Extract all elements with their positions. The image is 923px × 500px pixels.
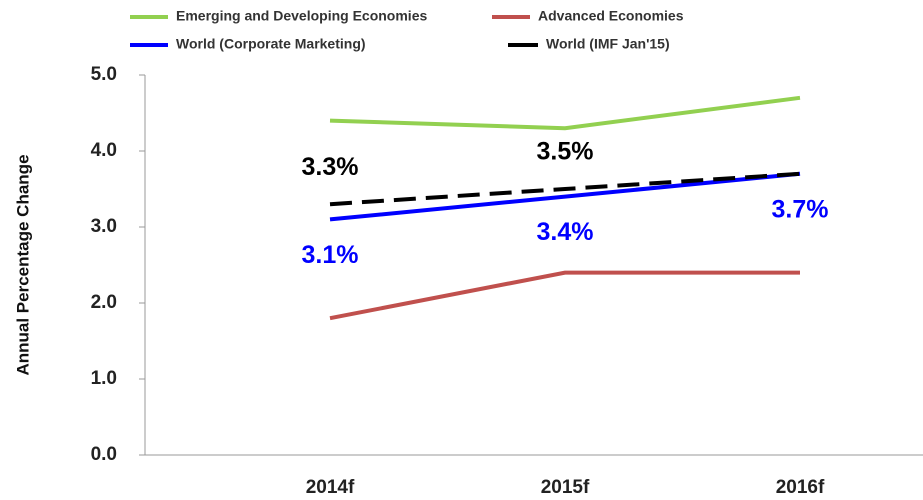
data-label: 3.7% [772, 195, 829, 223]
series-line [329, 171, 801, 222]
y-tick-label: 1.0 [91, 368, 117, 389]
y-axis-title: Annual Percentage Change [13, 154, 32, 375]
series-line [329, 270, 800, 321]
y-tick-label: 0.0 [91, 444, 117, 465]
y-tick-label: 4.0 [91, 140, 117, 161]
legend-label: World (IMF Jan'15) [546, 36, 670, 52]
data-label: 3.3% [302, 153, 359, 181]
y-tick-label: 3.0 [91, 216, 117, 237]
x-tick-label: 2015f [541, 477, 590, 498]
series-line [329, 95, 801, 131]
x-tick-label: 2016f [776, 477, 825, 498]
data-label: 3.4% [537, 218, 594, 246]
legend-label: Emerging and Developing Economies [176, 8, 427, 24]
legend-label: World (Corporate Marketing) [176, 36, 366, 52]
data-label: 3.1% [302, 241, 359, 269]
series-line [329, 171, 801, 207]
data-label: 3.5% [537, 138, 594, 166]
legend-label: Advanced Economies [538, 8, 684, 24]
y-tick-label: 5.0 [91, 64, 117, 85]
y-tick-label: 2.0 [91, 292, 117, 313]
x-tick-label: 2014f [306, 477, 355, 498]
